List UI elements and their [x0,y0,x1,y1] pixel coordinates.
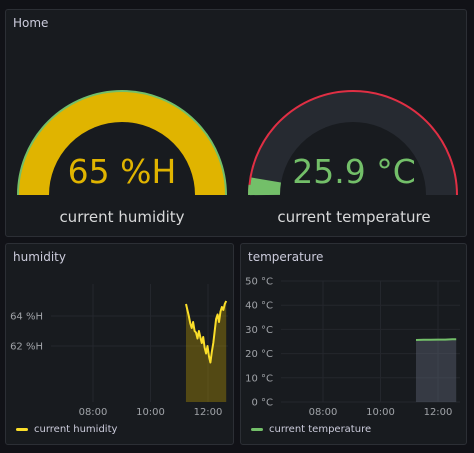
temperature-gauge-label: current temperature [277,208,431,226]
humidity-legend: current humidity [16,424,117,435]
humidity-gauge-label: current humidity [59,208,185,226]
x-tick-label: 08:00 [79,407,108,418]
x-tick-label: 10:00 [136,407,165,418]
humidity-gauge [17,90,227,196]
home-panel: Home 65 %H current humidity 25.9 °C curr… [5,9,467,237]
humidity-panel-title: humidity [13,250,66,264]
y-tick-label: 0 °C [251,398,273,409]
y-tick-label: 50 °C [245,277,273,288]
temperature-legend-swatch [251,428,263,431]
temperature-chart: 08:00 10:00 12:00 50 °C 40 °C 30 °C 20 °C 10 °C… [245,277,460,418]
series-area [415,339,457,402]
y-tick-label: 30 °C [245,325,273,336]
x-tick-label: 10:00 [366,407,395,418]
y-tick-label: 10 °C [245,373,273,384]
series-line [415,338,457,341]
y-tick-label: 62 %H [10,342,43,353]
temperature-gauge [248,90,458,196]
y-tick-label: 40 °C [245,301,273,312]
temperature-legend-label: current temperature [269,424,372,435]
y-tick-label: 20 °C [245,349,273,360]
humidity-legend-swatch [16,428,28,431]
y-tick-label: 64 %H [10,312,43,323]
home-panel-title: Home [13,16,49,30]
humidity-legend-label: current humidity [34,424,118,435]
humidity-gauge-value: 65 %H [67,152,177,191]
temperature-gauge-fill-arc [250,177,282,196]
x-tick-label: 12:00 [194,407,223,418]
temperature-gauge-value: 25.9 °C [292,152,416,191]
temperature-panel: temperature 08:00 10:00 12:00 50 °C 40 °C 30 … [240,243,467,445]
temperature-gauge-track-arc [250,92,456,196]
temperature-legend: current temperature [251,424,371,435]
series-line [185,300,228,364]
humidity-chart: 08:00 10:00 12:00 64 %H 62 %H [10,284,228,418]
temperature-panel-title: temperature [248,250,324,264]
humidity-gauge-fill-arc [19,92,225,196]
humidity-panel: humidity 08:00 10:00 12:00 64 %H 62 %H curre… [5,243,234,445]
x-tick-label: 12:00 [424,407,453,418]
x-tick-label: 08:00 [309,407,338,418]
